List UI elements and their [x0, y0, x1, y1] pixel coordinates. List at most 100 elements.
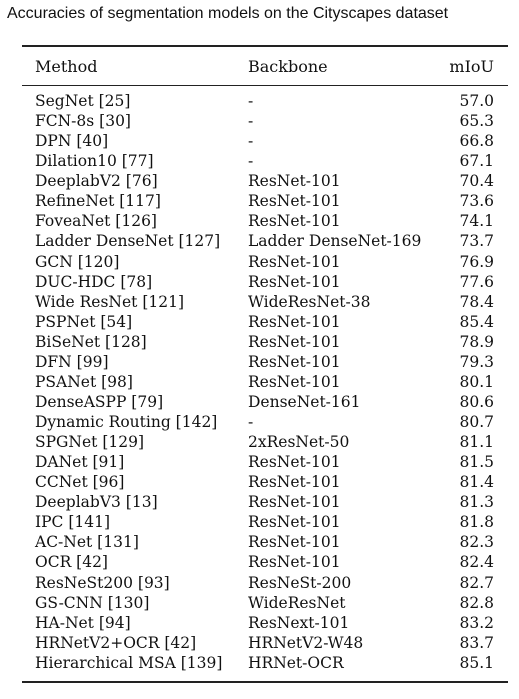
bottom-rule — [22, 681, 508, 683]
cell-backbone: WideResNet — [248, 593, 346, 612]
cell-method: Dynamic Routing [142] — [35, 413, 218, 431]
cell-backbone: Ladder DenseNet-169 — [248, 232, 422, 251]
cell-backbone: ResNet-101 — [248, 453, 341, 472]
cell-backbone: ResNet-101 — [248, 513, 341, 532]
cell-method: SegNet [25] — [35, 92, 131, 110]
table-row: Wide ResNet [121] WideResNet-38 78.4 — [0, 292, 519, 312]
cell-miou: 78.9 — [459, 332, 494, 351]
table-row: GS-CNN [130] WideResNet 82.8 — [0, 593, 519, 613]
cell-method: DPN [40] — [35, 132, 109, 151]
table-row: HA-Net [94] ResNext-101 83.2 — [0, 613, 519, 633]
cell-backbone: DenseNet-161 — [248, 392, 361, 411]
cell-miou: 81.4 — [459, 473, 494, 492]
table-row: DeeplabV3 [13] ResNet-101 81.3 — [0, 492, 519, 512]
table-row: DFN [99] ResNet-101 79.3 — [0, 352, 519, 372]
table-header: Method Backbone mIoU — [0, 57, 519, 81]
cell-backbone: ResNet-101 — [248, 252, 341, 271]
cell-backbone: ResNet-101 — [248, 473, 341, 492]
table-row: DUC-HDC [78] ResNet-101 77.6 — [0, 272, 519, 292]
cell-miou: 73.6 — [459, 192, 494, 211]
table-row: FCN-8s [30] - 65.3 — [0, 111, 519, 131]
header-rule — [22, 85, 508, 86]
table-row: PSANet [98] ResNet-101 80.1 — [0, 372, 519, 392]
top-rule — [22, 45, 508, 47]
cell-method: DeeplabV2 [76] — [35, 172, 158, 191]
cell-backbone: ResNet-101 — [248, 212, 341, 231]
cell-method: GS-CNN [130] — [35, 593, 150, 612]
cell-method: PSPNet [54] — [35, 312, 133, 331]
cell-miou: 65.3 — [459, 112, 494, 131]
table-row: Dynamic Routing [142] - 80.7 — [0, 412, 519, 432]
cell-miou: 83.2 — [459, 613, 494, 632]
table-row: OCR [42] ResNet-101 82.4 — [0, 552, 519, 572]
table-row: CCNet [96] ResNet-101 81.4 — [0, 472, 519, 492]
cell-backbone: ResNext-101 — [248, 613, 350, 632]
cell-miou: 82.3 — [459, 533, 494, 552]
header-method: Method — [35, 57, 98, 76]
cell-miou: 74.1 — [459, 212, 494, 231]
table-row: DenseASPP [79] DenseNet-161 80.6 — [0, 392, 519, 412]
cell-miou: 82.4 — [459, 553, 494, 572]
cell-miou: 76.9 — [459, 252, 494, 271]
table-row: DeeplabV2 [76] ResNet-101 70.4 — [0, 171, 519, 191]
cell-miou: 81.1 — [459, 433, 494, 452]
cell-method: AC-Net [131] — [35, 533, 139, 552]
cell-method: DUC-HDC [78] — [35, 272, 153, 291]
table-body: SegNet [25] -57.0 FCN-8s [30] -65.3 DPN [40]… — [0, 91, 519, 673]
table-row: GCN [120] ResNet-101 76.9 — [0, 252, 519, 272]
cell-method: PSANet [98] — [35, 372, 133, 391]
table-row: AC-Net [131] ResNet-101 82.3 — [0, 532, 519, 552]
cell-method: SPGNet [129] — [35, 433, 144, 452]
cell-method: Wide ResNet [121] — [35, 292, 185, 311]
cell-method: IPC [141] — [35, 513, 111, 532]
cell-backbone: ResNet-101 — [248, 332, 341, 351]
cell-miou: 81.5 — [459, 453, 494, 472]
cell-miou: 73.7 — [459, 232, 494, 251]
cell-miou: 81.8 — [459, 513, 494, 532]
cell-backbone: - — [248, 112, 254, 131]
table-row: Hierarchical MSA [139] HRNet-OCR 85.1 — [0, 653, 519, 673]
cell-miou: 78.4 — [459, 292, 494, 311]
cell-backbone: - — [248, 92, 254, 110]
cell-backbone: ResNet-101 — [248, 172, 341, 191]
cell-miou: 81.3 — [459, 493, 494, 512]
cell-miou: 57.0 — [459, 92, 494, 110]
cell-backbone: ResNet-101 — [248, 493, 341, 512]
table-row: Ladder DenseNet [127] Ladder DenseNet-169… — [0, 231, 519, 251]
cell-backbone: ResNet-101 — [248, 192, 341, 211]
table-row: BiSeNet [128] ResNet-101 78.9 — [0, 332, 519, 352]
cell-miou: 70.4 — [459, 172, 494, 191]
cell-backbone: ResNeSt-200 — [248, 573, 352, 592]
cell-miou: 66.8 — [459, 132, 494, 151]
cell-miou: 67.1 — [459, 152, 494, 171]
cell-backbone: WideResNet-38 — [248, 292, 371, 311]
cell-method: FCN-8s [30] — [35, 112, 131, 131]
table-row: RefineNet [117] ResNet-101 73.6 — [0, 191, 519, 211]
table-row: SPGNet [129] 2xResNet-50 81.1 — [0, 432, 519, 452]
cell-miou: 80.6 — [459, 392, 494, 411]
cell-backbone: ResNet-101 — [248, 533, 341, 552]
cell-backbone: - — [248, 132, 254, 151]
table-row: ResNeSt200 [93] ResNeSt-200 82.7 — [0, 573, 519, 593]
table-row: HRNetV2+OCR [42] HRNetV2-W48 83.7 — [0, 633, 519, 653]
cell-method: DenseASPP [79] — [35, 392, 164, 411]
cell-method: DFN [99] — [35, 352, 109, 371]
cell-method: GCN [120] — [35, 252, 120, 271]
cell-method: RefineNet [117] — [35, 192, 161, 211]
table-row: DPN [40] - 66.8 — [0, 131, 519, 151]
cell-backbone: ResNet-101 — [248, 272, 341, 291]
cell-miou: 82.7 — [459, 573, 494, 592]
cell-method: OCR [42] — [35, 553, 108, 572]
cell-miou: 82.8 — [459, 593, 494, 612]
cell-backbone: HRNet-OCR — [248, 653, 344, 672]
cell-method: Dilation10 [77] — [35, 152, 154, 171]
table-row: Dilation10 [77] - 67.1 — [0, 151, 519, 171]
table-row: IPC [141] ResNet-101 81.8 — [0, 512, 519, 532]
cell-method: CCNet [96] — [35, 473, 125, 492]
cell-method: Ladder DenseNet [127] — [35, 232, 221, 251]
cell-miou: 80.1 — [459, 372, 494, 391]
table-row: PSPNet [54] ResNet-101 85.4 — [0, 312, 519, 332]
cell-backbone: HRNetV2-W48 — [248, 633, 364, 652]
cell-backbone: - — [248, 152, 254, 171]
cell-method: Hierarchical MSA [139] — [35, 653, 223, 672]
